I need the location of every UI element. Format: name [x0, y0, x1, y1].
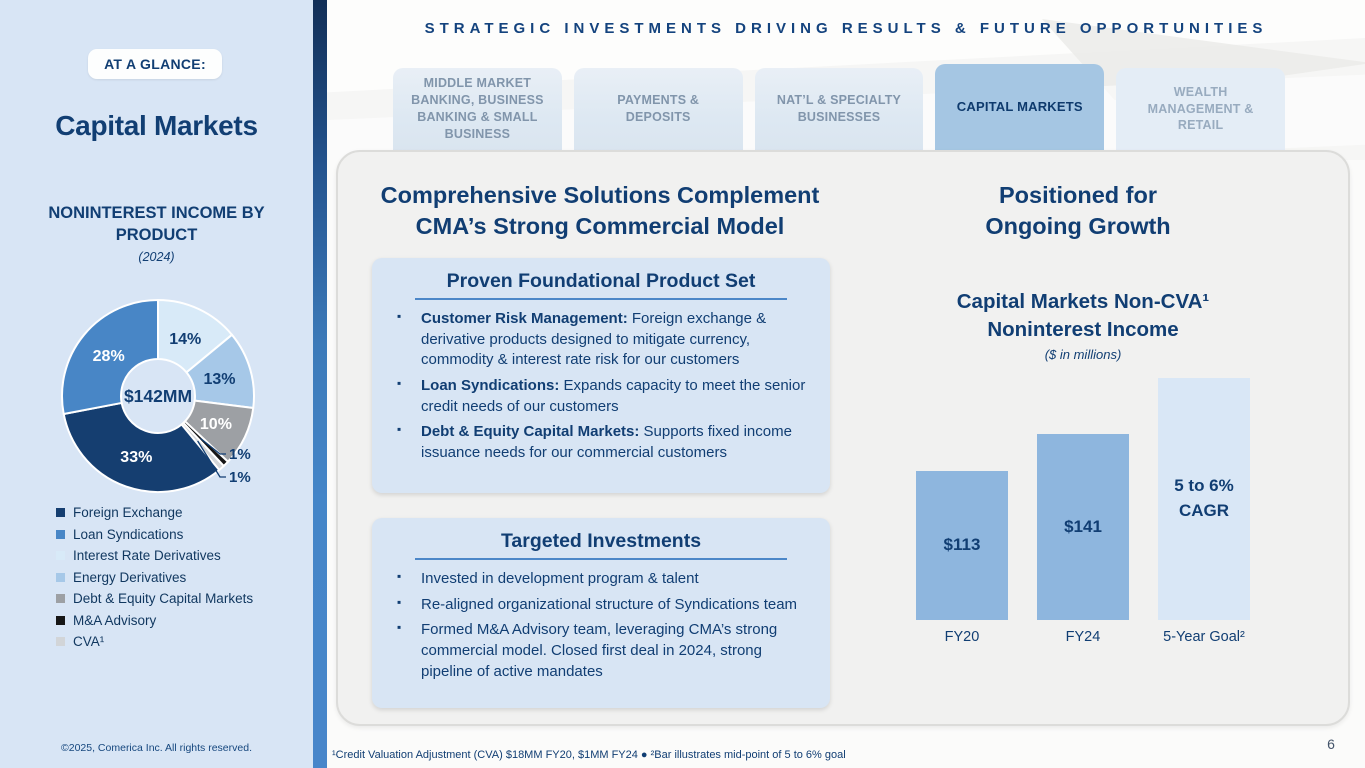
bar-category-label: FY20	[944, 629, 980, 645]
slice-percent-label: 10%	[200, 416, 232, 433]
bullet-item: Formed M&A Advisory team, leveraging CMA…	[390, 619, 812, 682]
legend-item: M&A Advisory	[56, 610, 253, 632]
donut-slice	[62, 401, 221, 493]
donut-chart-svg: 14% 13% 10% 33% 28% 1% 1% $142MM	[61, 299, 255, 493]
bar-chart-categories: FY20 FY24 5-Year Goal²	[903, 629, 1263, 645]
footnote: ¹Credit Valuation Adjustment (CVA) $18MM…	[332, 749, 846, 761]
legend-item: Energy Derivatives	[56, 567, 253, 589]
tab-1[interactable]: MIDDLE MARKET BANKING, BUSINESS BANKING …	[393, 68, 562, 160]
tab-2[interactable]: PAYMENTS & DEPOSITS	[573, 68, 743, 160]
proven-product-set-box: Proven Foundational Product Set Customer…	[372, 258, 830, 493]
legend-swatch	[56, 594, 65, 604]
legend-item: Interest Rate Derivatives	[56, 545, 253, 567]
legend-label: M&A Advisory	[73, 612, 157, 628]
sidebar: AT A GLANCE: Capital Markets NONINTEREST…	[0, 0, 313, 768]
tab-5[interactable]: WEALTH MANAGEMENT & RETAIL	[1116, 68, 1285, 160]
box-title: Proven Foundational Product Set	[446, 270, 756, 292]
donut-slice	[61, 299, 159, 415]
legend-label: Energy Derivatives	[73, 569, 187, 585]
page-number: 6	[1327, 736, 1335, 752]
bar-category-label: FY24	[1065, 629, 1101, 645]
right-column-heading: Positioned for Ongoing Growth	[985, 182, 1171, 239]
copyright-text: ©2025, Comerica Inc. All rights reserved…	[61, 742, 252, 754]
donut-chart: 14% 13% 10% 33% 28% 1% 1% $142MM	[50, 288, 266, 504]
donut-chart-year: (2024)	[138, 250, 175, 264]
slice-percent-label: 14%	[169, 331, 201, 348]
legend-label: Interest Rate Derivatives	[73, 548, 221, 564]
donut-legend: Foreign Exchange Loan Syndications Interes…	[56, 502, 253, 653]
bar-chart-subtitle: ($ in millions)	[1044, 347, 1122, 362]
bullet-item: Debt & Equity Capital Markets: Supports …	[390, 421, 812, 463]
title-underline	[415, 558, 787, 560]
bar-value-label: $113	[943, 535, 981, 555]
legend-swatch	[56, 615, 65, 625]
page-title: Capital Markets	[55, 110, 258, 141]
legend-item: Foreign Exchange	[56, 502, 253, 524]
tab-3[interactable]: NAT’L & SPECIALTY BUSINESSES	[754, 68, 924, 160]
legend-label: Loan Syndications	[73, 526, 184, 542]
callout-line	[197, 440, 226, 478]
legend-swatch	[56, 529, 65, 539]
legend-swatch	[56, 508, 65, 518]
bullet-list: Invested in development program & talent…	[390, 568, 812, 682]
bar-chart-title: Capital Markets Non-CVA¹ Noninterest Inc…	[956, 290, 1210, 341]
bar-FY20: $113	[916, 471, 1008, 620]
bullet-list: Customer Risk Management: Foreign exchan…	[390, 308, 812, 464]
tab-bar: MIDDLE MARKET BANKING, BUSINESS BANKING …	[393, 64, 1285, 160]
legend-label: Foreign Exchange	[73, 505, 183, 521]
bullet-item: Re-aligned organizational structure of S…	[390, 594, 812, 616]
slice-percent-callout: 1%	[229, 469, 251, 486]
slice-percent-label: 33%	[120, 449, 152, 466]
bar-value-label: $141	[1064, 516, 1102, 536]
legend-swatch	[56, 637, 65, 647]
bullet-item: Loan Syndications: Expands capacity to m…	[390, 375, 812, 417]
sidebar-accent-stripe	[313, 0, 327, 768]
legend-label: CVA¹	[73, 634, 105, 650]
legend-swatch	[56, 572, 65, 582]
donut-center-label: $142MM	[124, 386, 192, 406]
tab-4[interactable]: CAPITAL MARKETS	[935, 64, 1105, 160]
bar-5-Year Goal²: 5 to 6% CAGR	[1158, 378, 1250, 620]
legend-swatch	[56, 551, 65, 561]
slice-percent-label: 28%	[93, 348, 125, 365]
legend-item: Debt & Equity Capital Markets	[56, 588, 253, 610]
targeted-investments-box: Targeted Investments Invested in develop…	[372, 518, 830, 708]
title-underline	[415, 298, 787, 300]
bar-category-label: 5-Year Goal²	[1163, 629, 1245, 645]
bar-chart: $113 $141 5 to 6% CAGR	[903, 370, 1263, 620]
at-a-glance-badge: AT A GLANCE:	[88, 49, 222, 79]
bullet-item: Invested in development program & talent	[390, 568, 812, 590]
legend-item: CVA¹	[56, 631, 253, 653]
left-column-heading: Comprehensive Solutions Complement CMA’s…	[380, 182, 820, 239]
bullet-item: Customer Risk Management: Foreign exchan…	[390, 308, 812, 371]
legend-label: Debt & Equity Capital Markets	[73, 591, 254, 607]
slice-percent-label: 13%	[203, 371, 235, 388]
box-title: Targeted Investments	[500, 530, 702, 552]
slide-header-title: STRATEGIC INVESTMENTS DRIVING RESULTS & …	[424, 20, 1268, 37]
legend-item: Loan Syndications	[56, 524, 253, 546]
bar-value-label: 5 to 6% CAGR	[1174, 476, 1234, 520]
callout-line	[200, 437, 226, 455]
donut-chart-title: NONINTEREST INCOME BY PRODUCT	[48, 204, 265, 245]
slice-percent-callout: 1%	[229, 446, 251, 463]
bar-FY24: $141	[1037, 434, 1129, 620]
